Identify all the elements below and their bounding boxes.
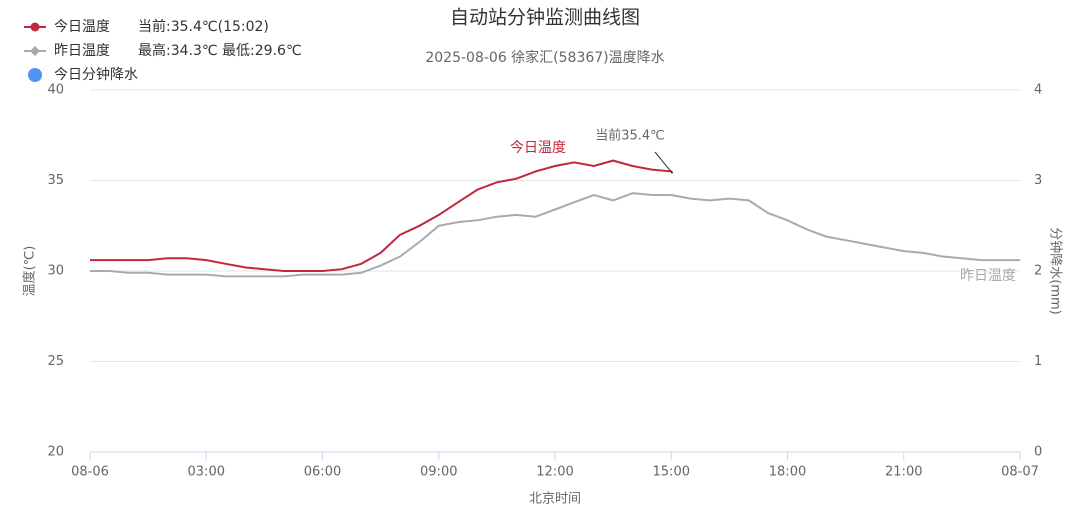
series-line [90,159,674,272]
x-tick-label: 18:00 [769,465,806,480]
x-tick-label: 03:00 [188,465,225,480]
legend-note: 最高:34.3℃ 最低:29.6℃ [138,42,302,59]
annotation: 昨日温度 [960,268,1016,284]
y-tick-label: 35 [47,173,64,188]
legend-note: 当前:35.4℃(15:02) [138,18,269,35]
x-tick-label: 21:00 [885,465,922,480]
y2-tick-label: 2 [1034,264,1042,279]
legend-label: 今日温度 [54,19,110,35]
legend-marker [30,22,40,32]
y2-tick-label: 0 [1034,445,1042,460]
y2-tick-label: 4 [1034,83,1042,98]
annotation: 今日温度 [510,140,566,156]
y-axis-label: 温度(℃) [22,246,38,297]
y-tick-label: 25 [47,354,64,369]
x-tick-label: 08-06 [71,465,109,480]
legend-marker [28,68,42,82]
x-tick-label: 06:00 [304,465,341,480]
x-tick-label: 12:00 [536,465,573,480]
x-axis-label: 北京时间 [529,492,581,507]
y-tick-label: 30 [47,264,64,279]
legend-marker [30,46,40,56]
x-tick-label: 08-07 [1001,465,1039,480]
x-tick-label: 15:00 [653,465,690,480]
chart-title: 自动站分钟监测曲线图 [450,7,640,29]
annotation-pointer [654,151,673,174]
y-tick-label: 20 [47,445,64,460]
annotation: 当前35.4℃ [595,128,665,144]
chart-subtitle: 2025-08-06 徐家汇(58367)温度降水 [425,49,664,66]
x-tick-label: 09:00 [420,465,457,480]
series-line [90,192,1020,278]
y2-tick-label: 1 [1034,354,1042,369]
y2-tick-label: 3 [1034,173,1042,188]
legend-label: 昨日温度 [54,43,110,59]
y-tick-label: 40 [47,83,64,98]
legend-label: 今日分钟降水 [54,66,138,83]
y2-axis-label: 分钟降水(mm) [1048,227,1064,314]
